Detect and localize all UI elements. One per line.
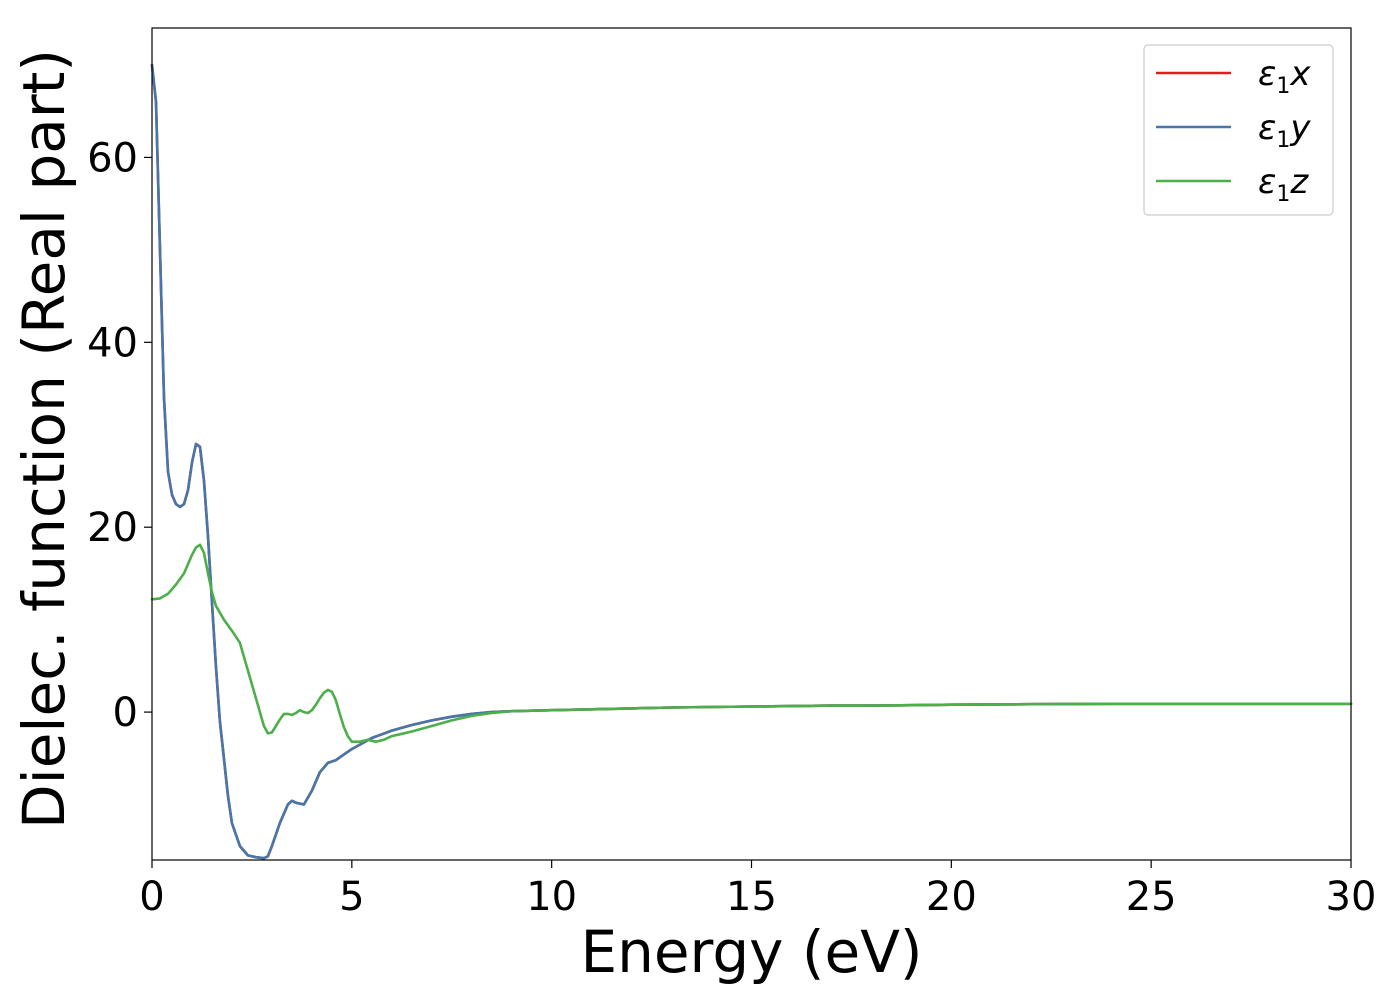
y-tick-label: 40 bbox=[87, 320, 138, 366]
x-tick-label: 25 bbox=[1126, 874, 1177, 920]
x-tick-label: 15 bbox=[726, 874, 777, 920]
y-axis-label: Dielec. function (Real part) bbox=[10, 49, 78, 829]
y-tick-label: 60 bbox=[87, 135, 138, 181]
x-tick-label: 30 bbox=[1326, 874, 1377, 920]
legend-box bbox=[1143, 44, 1334, 216]
series-line-z bbox=[150, 543, 1353, 743]
y-tick-label: 20 bbox=[87, 505, 138, 551]
x-tick-label: 10 bbox=[526, 874, 577, 920]
x-axis-label: Energy (eV) bbox=[580, 918, 922, 986]
ticks-layer: 0 5 10 15 20 25 30 0 20 40 60 bbox=[87, 135, 1376, 920]
series-layer bbox=[150, 63, 1353, 860]
x-tick-label: 5 bbox=[339, 874, 364, 920]
x-tick-label: 0 bbox=[139, 874, 164, 920]
legend-label-y: ε1y bbox=[1258, 108, 1311, 153]
y-tick-label: 0 bbox=[113, 690, 138, 736]
legend-label-z: ε1z bbox=[1258, 162, 1309, 207]
legend-label-x: ε1x bbox=[1258, 54, 1311, 99]
x-tick-label: 20 bbox=[926, 874, 977, 920]
plot-frame bbox=[151, 27, 1352, 861]
legend: ε1x ε1y ε1z bbox=[1143, 44, 1334, 216]
